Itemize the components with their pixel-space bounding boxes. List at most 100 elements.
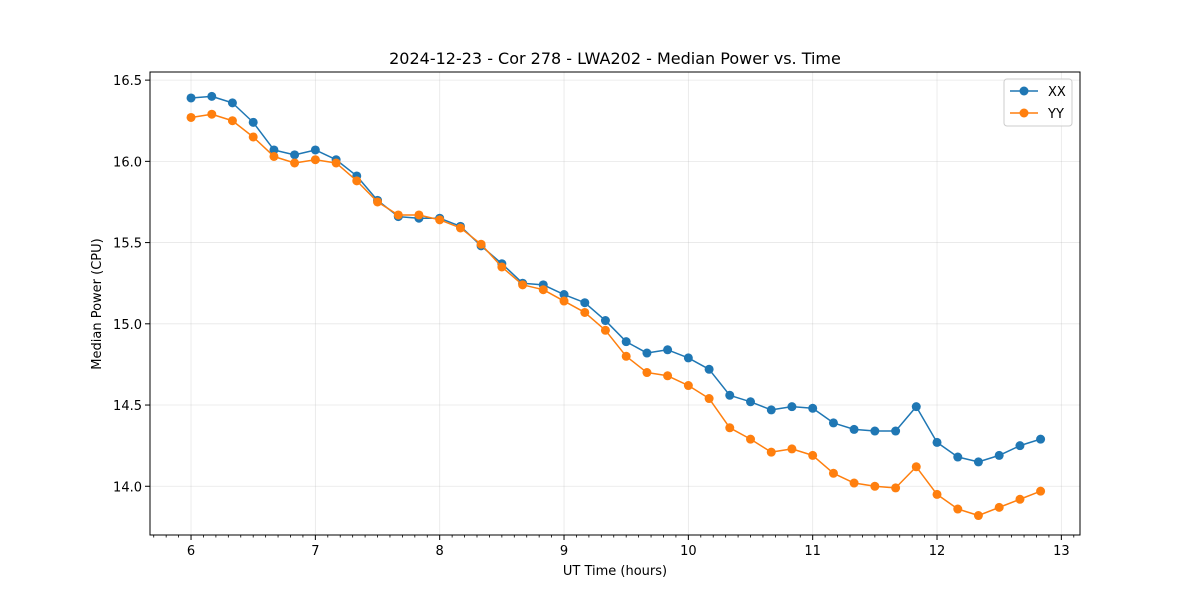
y-axis: 14.0 14.5 15.0 15.5 16.0 16.5 <box>113 74 150 495</box>
data-point-yy <box>953 504 963 514</box>
data-point-yy <box>911 462 921 472</box>
x-axis: 6 7 8 9 10 11 12 13 <box>153 535 1075 559</box>
data-point-xx <box>870 426 880 436</box>
x-tick-label: 13 <box>1053 544 1070 559</box>
x-axis-title: UT Time (hours) <box>563 564 667 579</box>
data-point-yy <box>352 176 362 186</box>
data-point-xx <box>1036 434 1046 444</box>
data-point-xx <box>642 348 652 358</box>
data-point-yy <box>455 223 465 233</box>
data-point-yy <box>227 116 237 126</box>
plot-frame <box>149 71 1081 536</box>
data-point-yy <box>932 489 942 499</box>
data-point-yy <box>746 434 756 444</box>
legend-entries: XX YY <box>1010 85 1066 122</box>
data-point-yy <box>580 307 590 317</box>
x-tick-label: 9 <box>560 544 568 559</box>
x-tick-label: 8 <box>436 544 444 559</box>
data-point-yy <box>891 483 901 493</box>
data-point-xx <box>828 418 838 428</box>
data-point-yy <box>186 112 196 122</box>
y-tick-label: 15.5 <box>113 237 142 252</box>
data-point-yy <box>497 262 507 272</box>
data-point-yy <box>642 368 652 378</box>
data-point-yy <box>1036 486 1046 496</box>
data-point-yy <box>476 239 486 249</box>
data-point-yy <box>414 210 424 220</box>
data-point-yy <box>787 444 797 454</box>
data-point-yy <box>994 502 1004 512</box>
data-point-xx <box>600 316 610 326</box>
y-tick-label: 14.5 <box>113 399 142 414</box>
data-point-xx <box>746 397 756 407</box>
data-point-yy <box>248 132 258 142</box>
data-point-yy <box>766 447 776 457</box>
data-point-yy <box>663 371 673 381</box>
data-point-yy <box>973 511 983 521</box>
data-point-yy <box>435 215 445 225</box>
data-point-xx <box>1015 441 1025 451</box>
x-tick-label: 7 <box>311 544 319 559</box>
series-yy <box>186 109 1046 521</box>
data-point-xx <box>994 450 1004 460</box>
plot-area <box>149 71 1081 536</box>
data-point-xx <box>580 298 590 308</box>
data-point-xx <box>766 405 776 415</box>
data-point-xx <box>207 91 217 101</box>
legend-marker-swatch <box>1019 108 1029 118</box>
x-tick-label: 10 <box>680 544 697 559</box>
data-point-yy <box>559 296 569 306</box>
data-point-yy <box>393 210 403 220</box>
data-point-xx <box>269 145 279 155</box>
data-point-xx <box>911 402 921 412</box>
data-point-yy <box>870 481 880 491</box>
data-point-yy <box>538 285 548 295</box>
legend-entry-xx: XX <box>1010 85 1066 100</box>
data-point-yy <box>808 450 818 460</box>
legend-marker-swatch <box>1019 86 1029 96</box>
data-point-yy <box>331 158 341 168</box>
y-tick-label: 15.0 <box>113 318 142 333</box>
chart-title: 2024-12-23 - Cor 278 - LWA202 - Median P… <box>389 49 841 68</box>
data-point-yy <box>849 478 859 488</box>
data-point-xx <box>953 452 963 462</box>
x-tick-label: 6 <box>187 544 195 559</box>
legend-label: YY <box>1047 107 1064 122</box>
data-point-xx <box>891 426 901 436</box>
data-point-xx <box>787 402 797 412</box>
data-point-yy <box>704 394 714 404</box>
data-point-xx <box>849 424 859 434</box>
data-point-xx <box>186 93 196 103</box>
data-point-yy <box>310 155 320 165</box>
data-point-yy <box>725 423 735 433</box>
data-point-yy <box>828 468 838 478</box>
data-point-yy <box>373 197 383 207</box>
data-point-xx <box>683 353 693 363</box>
data-point-yy <box>518 280 528 290</box>
data-point-yy <box>269 151 279 161</box>
y-tick-label: 16.5 <box>113 74 142 89</box>
y-tick-label: 14.0 <box>113 480 142 495</box>
data-point-xx <box>973 457 983 467</box>
data-point-yy <box>683 381 693 391</box>
y-axis-title: Median Power (CPU) <box>90 238 105 369</box>
legend-entry-yy: YY <box>1010 107 1064 122</box>
data-point-xx <box>663 345 673 355</box>
data-point-xx <box>621 337 631 347</box>
data-point-xx <box>808 403 818 413</box>
data-point-xx <box>310 145 320 155</box>
data-point-yy <box>600 325 610 335</box>
y-tick-label: 16.0 <box>113 155 142 170</box>
data-point-xx <box>932 437 942 447</box>
data-point-yy <box>1015 494 1025 504</box>
data-point-yy <box>621 351 631 361</box>
legend-label: XX <box>1048 85 1066 100</box>
x-tick-label: 12 <box>929 544 946 559</box>
series-layer <box>186 91 1046 521</box>
plot-background <box>150 72 1080 535</box>
grid-lines <box>150 72 1080 535</box>
data-point-xx <box>248 117 258 127</box>
data-point-xx <box>559 290 569 300</box>
data-point-xx <box>725 390 735 400</box>
